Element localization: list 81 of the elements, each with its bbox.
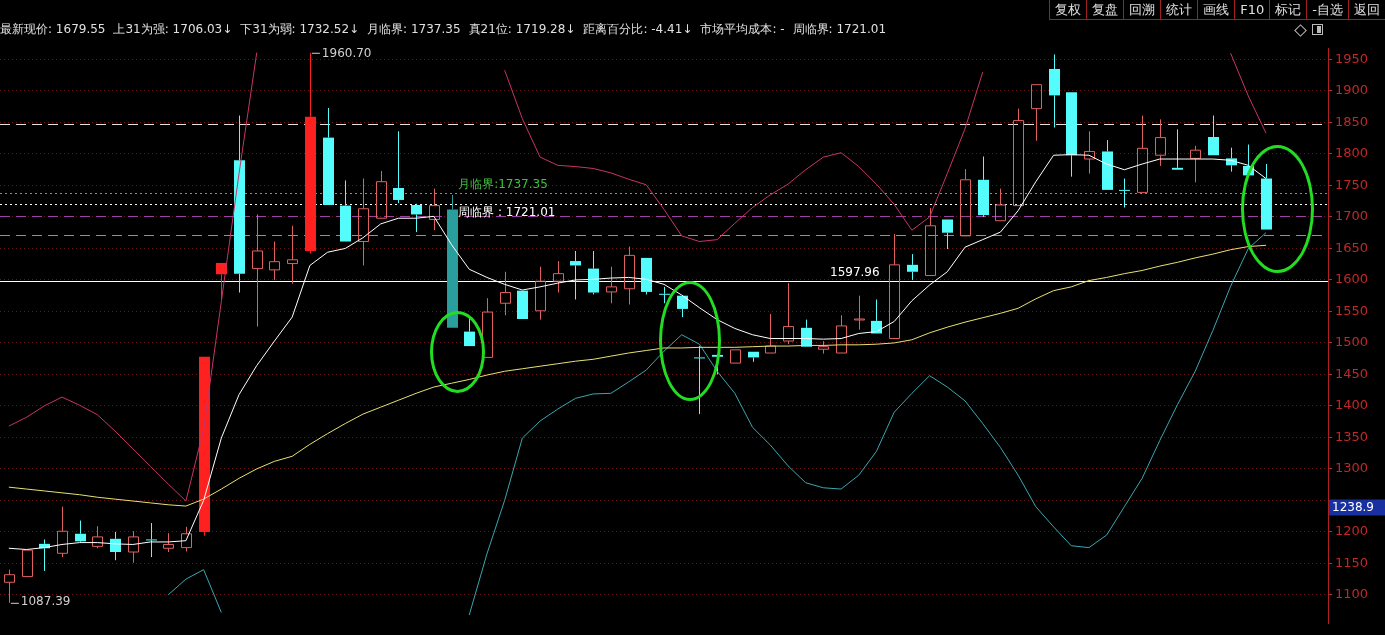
candlestick [889, 233, 900, 340]
y-tick-label: 1850 [1335, 113, 1369, 129]
ref-line-label: 月临界:1737.35 [458, 176, 548, 191]
candlestick [1190, 145, 1201, 183]
y-tick-label: 1750 [1335, 176, 1369, 192]
candlestick [1137, 115, 1148, 193]
candlestick [323, 107, 334, 205]
candlestick [429, 188, 440, 231]
candlestick [199, 356, 210, 537]
candlestick [535, 266, 546, 321]
candlestick [606, 266, 617, 304]
candlestick [978, 156, 989, 218]
y-tick-label: 1500 [1335, 334, 1369, 350]
candlestick [995, 188, 1006, 222]
text: 下31为弱: 1732.52↓ [240, 21, 360, 38]
y-tick-label: 1800 [1335, 145, 1369, 161]
candlestick [464, 318, 475, 347]
candlestick [1261, 163, 1272, 230]
candlestick [287, 225, 298, 285]
candlestick [1208, 115, 1219, 156]
candlestick [75, 520, 86, 542]
candlestick [393, 130, 404, 204]
candlestick [1172, 128, 1183, 170]
y-tick-label: 1950 [1335, 50, 1369, 66]
candlestick [340, 179, 351, 242]
y-tick-label: 1100 [1335, 586, 1369, 602]
candlestick [677, 295, 688, 318]
candlestick [128, 530, 139, 564]
y-tick-label: 1700 [1335, 208, 1369, 224]
candlestick [783, 282, 794, 345]
candlestick [57, 506, 68, 558]
text: 市场平均成本: - [700, 21, 785, 38]
candlestick [942, 219, 953, 250]
y-tick-label: 1400 [1335, 397, 1369, 413]
candlestick [1031, 84, 1042, 142]
candlestick [624, 246, 635, 306]
candlestick [376, 170, 387, 219]
candlestick [1084, 130, 1095, 175]
y-tick-label: 1600 [1335, 271, 1369, 287]
text: 最新现价: 1679.55 [0, 21, 106, 38]
candlestick [447, 194, 458, 328]
y-tick-label: 1650 [1335, 239, 1369, 255]
candlestick [1049, 53, 1060, 129]
candlestick [765, 313, 776, 354]
text: 上31为强: 1706.03↓ [113, 21, 233, 38]
candlestick [358, 178, 369, 266]
y-tick-label: 1550 [1335, 302, 1369, 318]
y-tick-label: 1900 [1335, 82, 1369, 98]
candlestick [694, 345, 705, 415]
y-tick-label: 1200 [1335, 523, 1369, 539]
text: 1238.9 [1332, 499, 1374, 514]
candlestick [553, 260, 564, 294]
candlestick [659, 286, 670, 304]
text: 复权 复盘 回溯 统计 画线 F10 标记 -自选 返回 [1055, 2, 1380, 17]
text: 月临界: 1737.35 [367, 21, 461, 38]
candlestick [1119, 178, 1130, 209]
candlestick [588, 250, 599, 295]
y-tick-label: 1450 [1335, 365, 1369, 381]
candlestick [1155, 118, 1166, 167]
candlestick [234, 115, 245, 294]
annotation: 1087.39 [20, 593, 71, 608]
y-tick-label: 1350 [1335, 428, 1369, 444]
candlestick [500, 271, 511, 316]
candlestick [1102, 139, 1113, 190]
text: 周临界: 1721.01 [792, 21, 887, 38]
candlestick [854, 295, 865, 331]
candlestick [570, 250, 581, 300]
candlestick [269, 241, 280, 281]
y-tick-label: 1150 [1335, 554, 1369, 570]
candlestick [836, 314, 847, 354]
candlestick [146, 522, 157, 558]
candlestick [907, 253, 918, 281]
ref-line-label: 1597.96 [830, 264, 880, 279]
text: 距离百分比: -4.41↓ [583, 21, 693, 38]
ref-line-label: 周临界 : 1721.01 [458, 204, 556, 219]
text: 真21位: 1719.28↓ [468, 21, 576, 38]
candlestick [960, 168, 971, 237]
candlestick [1013, 108, 1024, 207]
y-tick-label: 1300 [1335, 460, 1369, 476]
annotation: 1960.70 [321, 45, 372, 60]
candlestick [252, 213, 263, 328]
